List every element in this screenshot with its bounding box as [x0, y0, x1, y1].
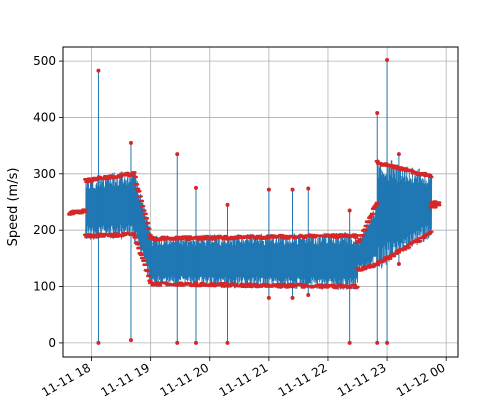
spike-low-point: [347, 340, 352, 345]
spike-low-point: [306, 293, 311, 297]
plot-area-frame: [62, 46, 459, 358]
x-tick-label: 11-11 18: [39, 360, 93, 399]
y-tick-label: 500: [33, 54, 56, 68]
spike-peak-point: [347, 208, 352, 213]
speed-series-line: [69, 158, 441, 290]
speed-series-markers: [67, 57, 442, 345]
y-tick-label: 100: [33, 280, 56, 294]
spike-peak-point: [266, 187, 271, 192]
speed-series-segment: [357, 198, 378, 271]
y-axis-label: Speed (m/s): [6, 168, 21, 247]
speed-series-segment: [85, 171, 135, 240]
spike-peak-point: [175, 152, 180, 157]
speed-series-segment: [133, 171, 152, 284]
speed-markers-edge: [374, 160, 434, 266]
y-tick-label: 200: [33, 223, 56, 237]
y-tick-label: 400: [33, 110, 56, 124]
spike-low-point: [96, 340, 101, 345]
spike-peak-point: [306, 186, 311, 191]
x-tick-label: 11-11 19: [98, 360, 152, 399]
x-axis-ticks: 11-11 18 11-11 19 11-11 20 11-11 21 11-11 22…: [39, 357, 448, 400]
x-tick-label: 11-12 00: [394, 360, 448, 399]
speed-markers-edge: [148, 233, 360, 290]
spike-peak-point: [375, 110, 380, 115]
spike-peak-point: [385, 57, 390, 62]
spike-low-point: [396, 262, 401, 266]
spike-low-point: [375, 340, 380, 345]
x-tick-label: 11-11 22: [276, 360, 330, 399]
speed-series-segment: [376, 158, 433, 269]
y-tick-label: 300: [33, 167, 56, 181]
spike-low-point: [225, 340, 230, 345]
spike-low-point: [290, 295, 295, 300]
spike-low-point: [385, 340, 390, 345]
spike-low-point: [175, 340, 180, 345]
spike-peak-point: [193, 185, 198, 190]
spike-low-point: [193, 340, 198, 345]
spike-low-point: [128, 338, 133, 343]
spike-peak-point: [290, 187, 295, 192]
x-tick-label: 11-11 21: [217, 360, 271, 399]
speed-series-segment: [150, 232, 359, 290]
spike-low-point: [266, 295, 271, 300]
y-tick-label: 0: [48, 336, 56, 350]
speed-markers-edge: [67, 208, 88, 216]
x-tick-label: 11-11 20: [158, 360, 212, 399]
spike-peak-point: [225, 202, 230, 207]
speed-series-spikes: [97, 59, 400, 343]
spike-peak-point: [96, 68, 101, 73]
spike-peak-point: [128, 140, 133, 145]
speed-markers-edge: [83, 171, 136, 239]
x-tick-label: 11-11 23: [335, 360, 389, 399]
y-axis-ticks: 0 100 200 300 400 500: [33, 54, 63, 350]
speed-markers-edge: [428, 200, 442, 209]
spike-peak-point: [396, 152, 401, 157]
speed-markers-edge: [131, 171, 153, 282]
